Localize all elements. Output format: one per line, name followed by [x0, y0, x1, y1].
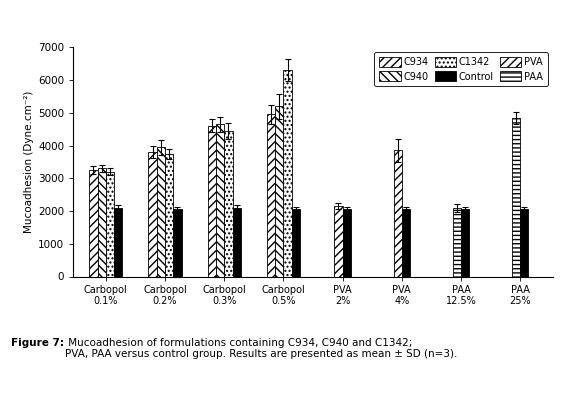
Bar — [224, 131, 232, 276]
Bar — [114, 208, 122, 276]
Bar — [284, 70, 292, 276]
Bar — [98, 169, 106, 276]
Bar — [89, 170, 98, 276]
Bar — [208, 126, 216, 276]
Y-axis label: Mucoadhesion (Dyne.cm⁻²): Mucoadhesion (Dyne.cm⁻²) — [24, 91, 34, 233]
Bar — [512, 118, 520, 276]
Bar — [275, 106, 284, 276]
Bar — [173, 209, 182, 276]
Text: Mucoadhesion of formulations containing C934, C940 and C1342;
PVA, PAA versus co: Mucoadhesion of formulations containing … — [65, 338, 457, 359]
Bar — [394, 150, 402, 276]
Text: Figure 7:: Figure 7: — [11, 338, 64, 348]
Bar — [461, 209, 469, 276]
Bar — [342, 209, 351, 276]
Bar — [334, 206, 342, 276]
Bar — [402, 209, 410, 276]
Bar — [157, 147, 165, 276]
Bar — [267, 115, 275, 276]
Bar — [106, 172, 114, 276]
Legend: C934, C940, C1342, Control, PVA, PAA: C934, C940, C1342, Control, PVA, PAA — [374, 52, 548, 87]
Bar — [520, 209, 528, 276]
Bar — [216, 124, 224, 276]
Bar — [453, 208, 461, 276]
Bar — [292, 209, 300, 276]
Bar — [148, 152, 157, 276]
Bar — [232, 208, 241, 276]
Bar — [165, 154, 173, 276]
